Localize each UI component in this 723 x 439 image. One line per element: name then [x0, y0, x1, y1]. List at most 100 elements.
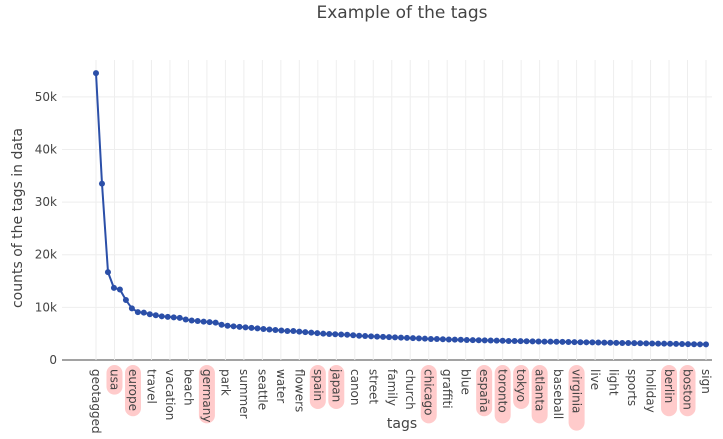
data-point[interactable]: [619, 339, 626, 346]
data-point[interactable]: [535, 338, 542, 345]
data-point[interactable]: [362, 333, 369, 340]
data-point[interactable]: [338, 331, 345, 338]
data-point[interactable]: [673, 340, 680, 347]
data-point[interactable]: [278, 327, 285, 334]
data-point[interactable]: [332, 331, 339, 338]
data-point[interactable]: [583, 339, 590, 346]
data-point[interactable]: [433, 336, 440, 343]
data-point[interactable]: [296, 328, 303, 335]
data-point[interactable]: [451, 336, 458, 343]
data-point[interactable]: [541, 338, 548, 345]
data-point[interactable]: [565, 339, 572, 345]
data-point[interactable]: [607, 339, 614, 346]
data-point[interactable]: [685, 341, 692, 348]
data-point[interactable]: [571, 339, 578, 346]
data-point[interactable]: [230, 323, 237, 330]
data-point[interactable]: [104, 269, 111, 276]
data-point[interactable]: [631, 340, 638, 347]
data-point[interactable]: [308, 329, 315, 336]
data-point[interactable]: [302, 329, 309, 336]
data-point[interactable]: [284, 328, 291, 335]
data-point[interactable]: [439, 336, 446, 343]
data-point[interactable]: [559, 338, 566, 345]
data-point[interactable]: [703, 341, 709, 348]
data-point[interactable]: [457, 336, 464, 343]
data-point[interactable]: [697, 341, 704, 348]
data-point[interactable]: [637, 340, 644, 347]
data-point[interactable]: [170, 314, 177, 321]
data-point[interactable]: [128, 305, 135, 312]
data-point[interactable]: [469, 337, 476, 344]
data-point[interactable]: [386, 334, 393, 341]
data-point[interactable]: [409, 335, 416, 342]
data-point[interactable]: [350, 332, 357, 339]
data-point[interactable]: [134, 309, 141, 316]
data-point[interactable]: [290, 328, 297, 335]
data-point[interactable]: [613, 339, 620, 346]
data-point[interactable]: [176, 314, 183, 321]
data-point[interactable]: [158, 313, 165, 320]
data-point[interactable]: [194, 318, 201, 325]
data-point[interactable]: [200, 318, 207, 325]
data-point[interactable]: [314, 330, 321, 337]
data-point[interactable]: [523, 338, 530, 345]
data-point[interactable]: [392, 334, 399, 341]
data-point[interactable]: [326, 330, 333, 337]
data-point[interactable]: [146, 311, 153, 318]
data-point[interactable]: [110, 284, 117, 291]
data-point[interactable]: [577, 339, 584, 346]
data-point[interactable]: [667, 340, 674, 347]
data-point[interactable]: [272, 327, 279, 333]
data-point[interactable]: [356, 332, 363, 339]
data-point[interactable]: [212, 319, 219, 326]
data-point[interactable]: [625, 340, 632, 347]
data-point[interactable]: [661, 340, 668, 347]
data-point[interactable]: [403, 334, 410, 341]
data-point[interactable]: [655, 340, 662, 347]
data-point[interactable]: [517, 338, 524, 345]
data-point[interactable]: [380, 333, 387, 340]
data-point[interactable]: [140, 309, 147, 316]
data-point[interactable]: [511, 338, 518, 345]
data-point[interactable]: [218, 321, 225, 328]
data-point[interactable]: [368, 333, 375, 340]
data-point[interactable]: [206, 319, 213, 326]
data-point[interactable]: [601, 339, 608, 346]
data-point[interactable]: [427, 335, 434, 342]
data-point[interactable]: [188, 317, 195, 324]
data-point[interactable]: [224, 322, 231, 329]
data-point[interactable]: [505, 337, 512, 344]
data-point[interactable]: [320, 330, 327, 337]
data-point[interactable]: [481, 337, 488, 344]
data-point[interactable]: [260, 325, 267, 332]
data-point[interactable]: [475, 337, 482, 344]
data-point[interactable]: [374, 333, 381, 340]
data-point[interactable]: [643, 340, 650, 347]
data-point[interactable]: [493, 337, 500, 344]
data-point[interactable]: [98, 180, 105, 187]
data-point[interactable]: [589, 339, 596, 346]
data-point[interactable]: [93, 70, 99, 77]
data-point[interactable]: [553, 338, 560, 345]
data-point[interactable]: [266, 326, 273, 333]
data-point[interactable]: [152, 312, 159, 319]
data-point[interactable]: [116, 286, 123, 293]
data-point[interactable]: [344, 331, 351, 338]
data-point[interactable]: [182, 316, 189, 323]
data-point[interactable]: [691, 341, 698, 348]
data-point[interactable]: [164, 313, 171, 320]
data-point[interactable]: [254, 325, 261, 332]
data-point[interactable]: [529, 338, 536, 345]
data-point[interactable]: [487, 337, 494, 344]
data-point[interactable]: [595, 339, 602, 346]
data-point[interactable]: [122, 297, 129, 303]
data-point[interactable]: [421, 335, 428, 342]
data-point[interactable]: [547, 338, 554, 345]
data-point[interactable]: [649, 340, 656, 347]
data-point[interactable]: [499, 337, 506, 344]
data-point[interactable]: [463, 336, 470, 343]
data-point[interactable]: [398, 334, 404, 341]
data-point[interactable]: [242, 324, 249, 331]
data-point[interactable]: [236, 323, 243, 330]
data-point[interactable]: [415, 335, 422, 342]
